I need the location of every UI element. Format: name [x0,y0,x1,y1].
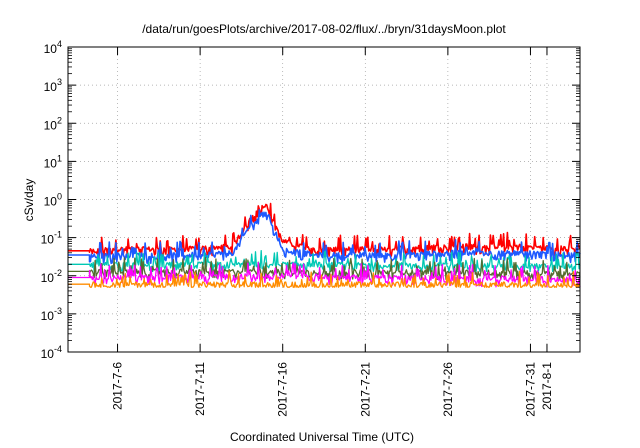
x-tick-labels: 2017-7-6 2017-7-11 2017-7-16 2017-7-21 2017-… [111,362,554,417]
x-tick-label: 2017-7-31 [523,362,537,417]
y-tick-label: 100 [44,192,62,209]
y-tick-base: 10 [41,309,55,323]
series-line [68,261,581,288]
series-line [68,270,581,288]
y-tick-label: 10-3 [41,306,62,323]
y-tick-base: 10 [44,118,58,132]
y-tick-exponent: 0 [57,192,62,202]
y-tick-label: 10-1 [41,230,62,247]
x-tick-label: 2017-8-1 [540,362,554,410]
y-tick-exponent: 4 [57,39,62,49]
x-tick-label: 2017-7-21 [358,362,372,417]
y-tick-exponent: -3 [54,306,62,316]
tick-marks [68,46,580,353]
y-tick-label: 104 [44,39,62,56]
x-tick-label: 2017-7-11 [193,362,207,416]
y-tick-label: 102 [44,115,62,132]
y-tick-exponent: 2 [57,115,62,125]
x-axis-title: Coordinated Universal Time (UTC) [230,430,414,444]
y-tick-label: 10-4 [41,344,62,361]
y-tick-exponent: -4 [54,344,62,354]
series-line [68,202,581,259]
gridlines [68,47,580,352]
y-tick-label: 103 [44,77,62,94]
series-line [68,257,581,281]
y-tick-base: 10 [44,195,58,209]
y-tick-base: 10 [44,42,58,56]
series-group [68,202,581,288]
y-tick-base: 10 [41,271,55,285]
series-line [68,209,581,265]
y-tick-exponent: -1 [54,230,62,240]
x-tick-label: 2017-7-26 [441,362,455,417]
y-tick-exponent: -2 [54,268,62,278]
y-tick-base: 10 [41,347,55,361]
chart-title: /data/run/goesPlots/archive/2017-08-02/f… [142,22,506,36]
x-tick-label: 2017-7-6 [111,362,125,410]
y-tick-exponent: 3 [57,77,62,87]
y-tick-base: 10 [44,80,58,94]
y-tick-label: 10-2 [41,268,62,285]
x-tick-label: 2017-7-16 [276,362,290,417]
y-tick-exponent: 1 [57,153,62,163]
y-axis-title: cSv/day [22,179,36,222]
y-tick-label: 101 [44,153,62,170]
y-tick-base: 10 [44,156,58,170]
y-tick-base: 10 [41,233,55,247]
